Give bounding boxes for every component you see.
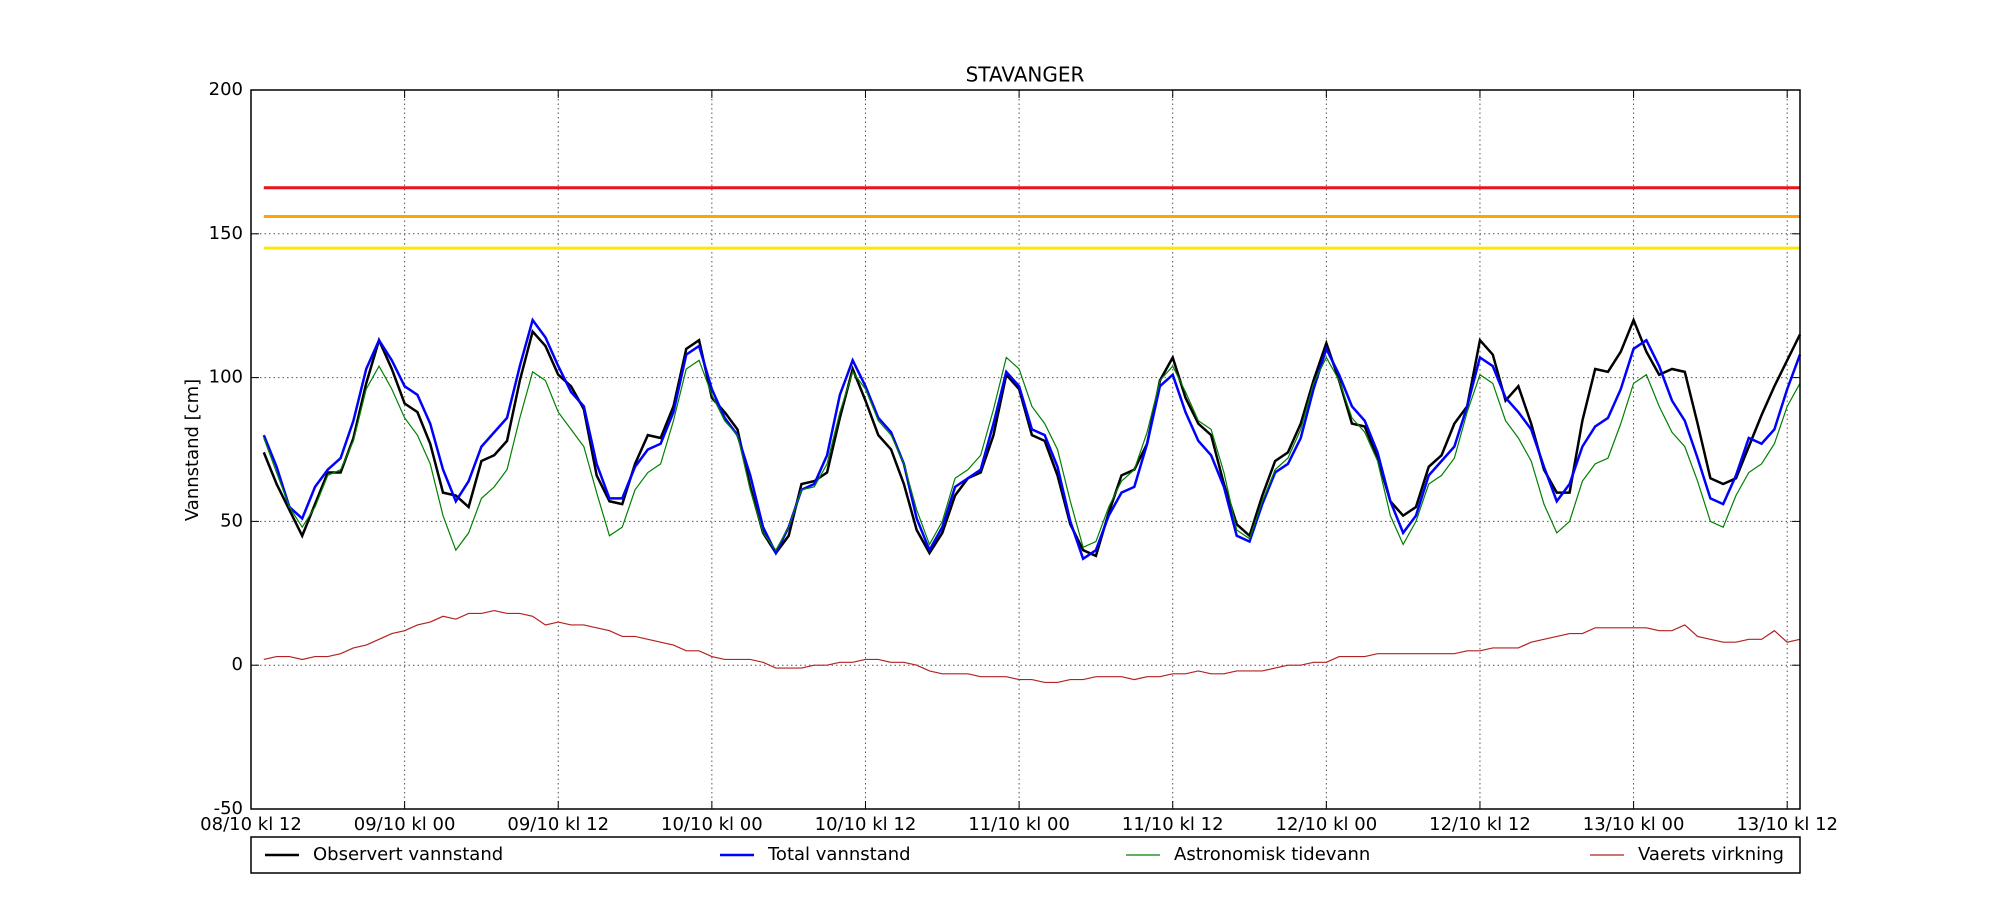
legend-box (250, 836, 1801, 874)
x-tick-label: 12/10 kl 12 (1429, 814, 1531, 835)
y-axis-label: Vannstand [cm] (182, 379, 203, 521)
y-tick-label: -50 (214, 798, 243, 819)
x-tick-label: 12/10 kl 00 (1276, 814, 1378, 835)
x-tick-label: 09/10 kl 12 (507, 814, 609, 835)
y-tick-label: 0 (232, 654, 243, 675)
legend-label: Observert vannstand (313, 844, 503, 865)
x-tick-label: 11/10 kl 00 (968, 814, 1070, 835)
y-tick-label: 50 (220, 510, 243, 531)
legend-label: Astronomisk tidevann (1174, 844, 1370, 865)
x-tick-label: 13/10 kl 12 (1736, 814, 1838, 835)
y-tick-label: 100 (209, 367, 243, 388)
x-tick-label: 08/10 kl 12 (200, 814, 302, 835)
legend-label: Total vannstand (767, 844, 911, 865)
plot-frame (250, 89, 1801, 810)
x-tick-label: 13/10 kl 00 (1583, 814, 1685, 835)
chart-title: STAVANGER (966, 63, 1085, 87)
legend-label: Vaerets virkning (1638, 844, 1784, 865)
series-line (263, 356, 1801, 552)
x-tick-label: 10/10 kl 12 (815, 814, 917, 835)
y-tick-label: 200 (209, 79, 243, 100)
x-tick-label: 10/10 kl 00 (661, 814, 763, 835)
series-line (262, 317, 1802, 561)
y-tick-label: 150 (209, 223, 243, 244)
x-tick-label: 11/10 kl 12 (1122, 814, 1224, 835)
series-line (263, 609, 1801, 684)
x-tick-label: 09/10 kl 00 (354, 814, 456, 835)
